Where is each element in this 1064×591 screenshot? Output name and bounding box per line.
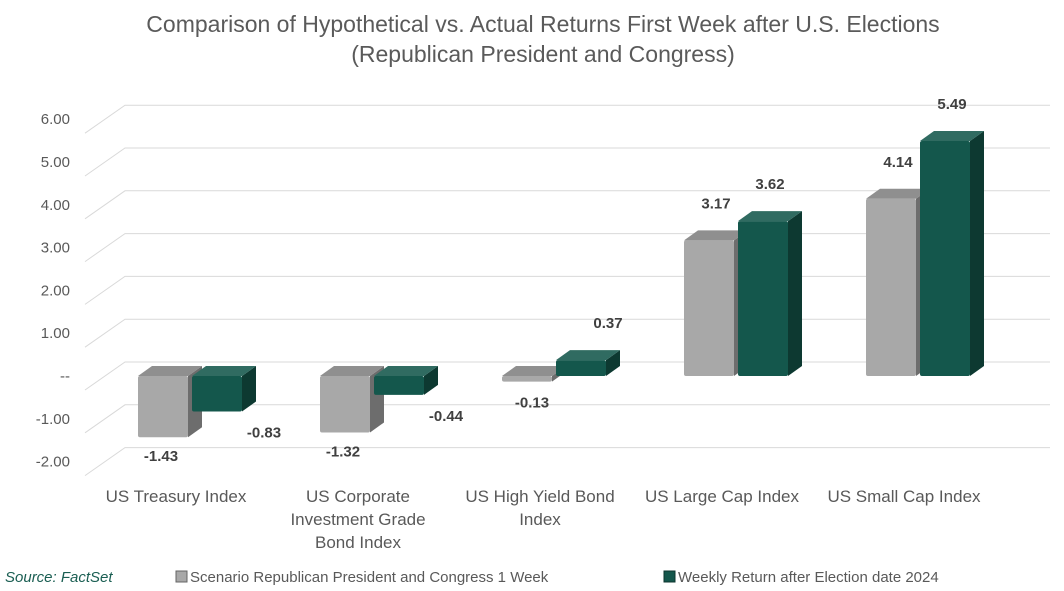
bar-side [970, 131, 984, 376]
data-labels: -1.43 -0.83 -1.32 -0.44 -0.13 0.37 3.17 3.62 4.1… [144, 96, 967, 465]
y-tick-label: -1.00 [36, 411, 70, 428]
x-category-label: Index [519, 510, 561, 529]
bar-top [556, 350, 620, 361]
y-tick-label: 5.00 [41, 154, 70, 171]
y-tick-label: 6.00 [41, 111, 70, 128]
data-label: 0.37 [593, 315, 622, 332]
bar-top [738, 211, 802, 222]
bar-top [320, 366, 384, 376]
data-label: 3.62 [755, 176, 784, 193]
y-tick-label: -2.00 [36, 454, 70, 471]
data-label: -0.13 [515, 395, 549, 412]
x-category-label: US Treasury Index [106, 487, 247, 506]
data-label: 4.14 [883, 154, 913, 171]
bar-front [374, 376, 424, 395]
data-label: -1.32 [326, 443, 360, 460]
bar-front [738, 221, 788, 376]
bar-front [192, 376, 242, 412]
legend-swatch [663, 570, 676, 583]
bar-actual-4 [738, 211, 802, 376]
gridline [84, 190, 1050, 220]
gridline [84, 447, 1050, 477]
bar-top [684, 230, 748, 241]
bar-actual-2 [374, 366, 438, 395]
x-category-label: Bond Index [315, 533, 402, 552]
legend: Scenario Republican President and Congre… [175, 569, 939, 586]
x-axis-category-labels: US Treasury Index US Corporate Investment … [106, 487, 981, 552]
bar-top [866, 188, 930, 199]
bar-side [788, 211, 802, 376]
bars [138, 131, 984, 438]
bar-top [138, 366, 202, 376]
chart-title-line-2: (Republican President and Congress) [351, 41, 735, 67]
legend-item-2: Weekly Return after Election date 2024 [663, 569, 939, 586]
x-category-label: US Large Cap Index [645, 487, 800, 506]
gridline [84, 147, 1050, 177]
y-tick-label: -- [60, 368, 70, 385]
bar-actual-1 [192, 366, 256, 412]
bar-top [920, 131, 984, 142]
legend-label: Weekly Return after Election date 2024 [678, 569, 939, 586]
x-category-label: US Small Cap Index [827, 487, 981, 506]
bar-side [424, 366, 438, 395]
y-tick-label: 3.00 [41, 240, 70, 257]
data-label: -0.44 [429, 408, 464, 425]
bar-side [606, 350, 620, 376]
x-category-label: Investment Grade [290, 510, 425, 529]
legend-swatch [175, 570, 188, 583]
x-category-label: US High Yield Bond [465, 487, 614, 506]
y-tick-label: 2.00 [41, 282, 70, 299]
x-category-label: US Corporate [306, 487, 410, 506]
data-label: 3.17 [701, 195, 730, 212]
bar-front [138, 376, 188, 438]
chart-title-line-1: Comparison of Hypothetical vs. Actual Re… [146, 11, 939, 37]
data-label: -0.83 [247, 425, 281, 442]
bar-top [192, 366, 256, 376]
gridline [84, 104, 1050, 134]
bar-top [502, 366, 566, 376]
bar-front [320, 376, 370, 433]
bar-actual-5 [920, 131, 984, 376]
gridline [84, 404, 1050, 434]
bar-front [684, 240, 734, 376]
bar-front [920, 141, 970, 376]
bar-front [866, 198, 916, 376]
data-label: -1.43 [144, 448, 178, 465]
bar-actual-3 [556, 350, 620, 376]
bar-front [502, 376, 552, 382]
chart-title: Comparison of Hypothetical vs. Actual Re… [146, 11, 939, 67]
y-tick-label: 4.00 [41, 197, 70, 214]
source-note: Source: FactSet [5, 569, 113, 586]
y-tick-label: 1.00 [41, 325, 70, 342]
bar-side [242, 366, 256, 412]
legend-item-1: Scenario Republican President and Congre… [175, 569, 549, 586]
bar-scenario-3 [502, 366, 566, 382]
gridlines [84, 104, 1050, 477]
bar-front [556, 360, 606, 376]
data-label: 5.49 [937, 96, 966, 113]
y-axis-tick-labels: 6.00 5.00 4.00 3.00 2.00 1.00 -- -1.00 -2.00 [36, 111, 70, 470]
bar-top [374, 366, 438, 376]
legend-label: Scenario Republican President and Congre… [190, 569, 549, 586]
